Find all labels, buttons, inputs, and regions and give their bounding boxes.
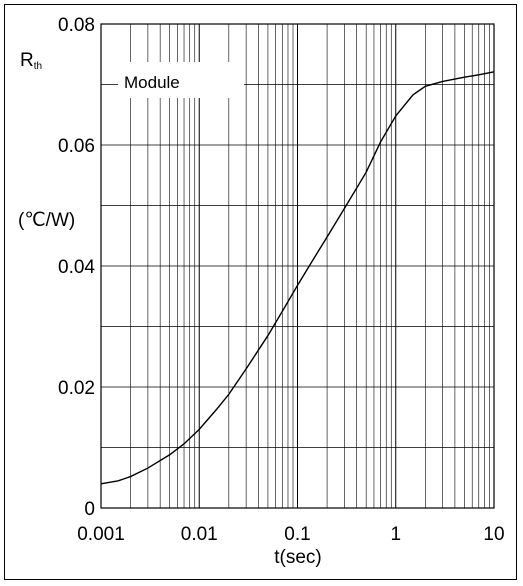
y-tick-labels: 0 0.02 0.04 0.06 0.08	[58, 15, 95, 520]
y-tick-label: 0	[84, 499, 95, 520]
x-tick-label: 1	[390, 524, 401, 545]
y-tick-label: 0.02	[58, 378, 95, 399]
x-axis-label: t(sec)	[274, 547, 322, 568]
plot-area	[100, 23, 495, 509]
y-axis-unit: (℃/W)	[18, 210, 75, 231]
chart-frame	[4, 4, 517, 580]
y-tick-label: 0.06	[58, 136, 95, 157]
series-line	[100, 71, 495, 485]
annotation-background	[118, 62, 244, 98]
y-axis-label-sub: th	[34, 61, 42, 72]
y-axis-label-main: R	[20, 50, 34, 71]
x-tick-label: 0.001	[77, 524, 125, 545]
x-tick-label: 10	[483, 524, 504, 545]
annotation-module: Module	[124, 73, 180, 92]
x-tick-label: 0.1	[284, 524, 310, 545]
y-tick-label: 0.08	[58, 15, 95, 36]
y-axis-label: Rth	[20, 50, 42, 72]
x-tick-labels: 0.001 0.01 0.1 1 10	[77, 524, 504, 545]
x-tick-label: 0.01	[181, 524, 218, 545]
y-tick-label: 0.04	[58, 257, 95, 278]
